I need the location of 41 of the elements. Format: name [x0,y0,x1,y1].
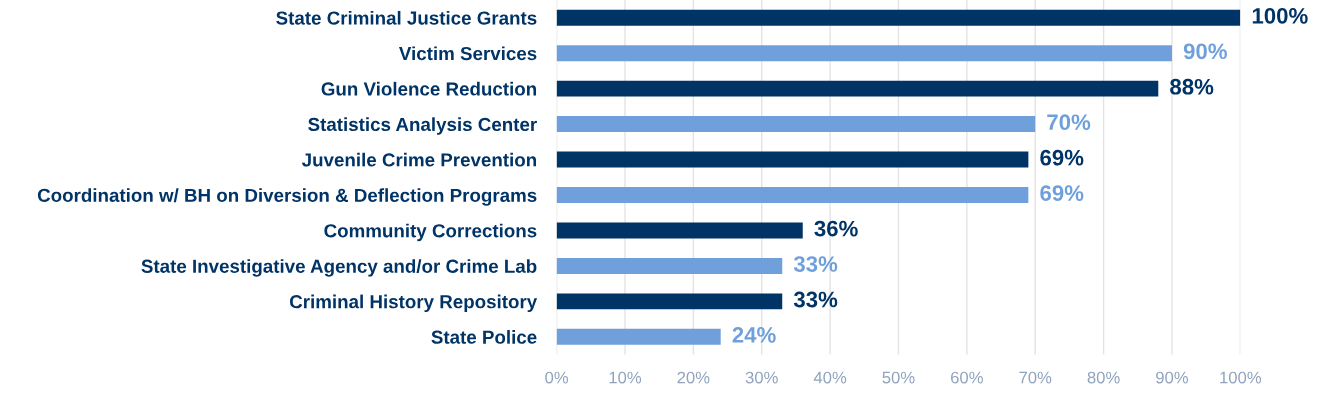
x-tick-label: 40% [813,371,847,384]
bar [556,151,1029,168]
data-label: 70% [1047,114,1091,131]
data-label: 88% [1170,78,1214,95]
data-label: 100% [1252,7,1308,24]
bar [556,222,803,239]
data-label: 33% [793,256,838,272]
data-label: 33% [793,291,838,308]
y-tick-label: Statistics Analysis Center [308,117,537,135]
y-tick-label: State Criminal Justice Grants [276,10,537,25]
bar [556,45,1172,62]
x-tick-label: 90% [1156,371,1189,384]
data-label: 24% [732,327,776,343]
bar [556,328,721,345]
x-tick-label: 0% [545,371,569,384]
x-tick-label: 30% [745,371,778,384]
y-tick-label: State Police [431,330,537,344]
x-tick-label: 100% [1220,371,1262,384]
y-tick-label: Juvenile Crime Prevention [301,152,537,167]
data-label: 36% [814,220,858,237]
data-label: 90% [1183,43,1227,60]
y-tick-label: State Investigative Agency and/or Crime Lab [141,259,537,277]
bar [556,116,1036,133]
y-tick-label: Coordination w/ BH on Diversion & Deflection Programs [37,188,537,206]
y-tick-label: Community Corrections [324,223,537,242]
x-tick-label: 10% [609,371,642,384]
y-tick-label: Gun Violence Reduction [321,81,537,96]
y-tick-label: Victim Services [399,46,537,61]
x-tick-label: 60% [951,371,983,384]
x-tick-label: 80% [1087,371,1120,384]
data-label: 69% [1040,185,1084,201]
data-label: 69% [1040,149,1084,166]
bar [556,9,1241,26]
x-tick-label: 50% [882,371,915,384]
bar [556,293,783,310]
x-tick-label: 70% [1019,371,1052,384]
y-tick-label: Criminal History Repository [289,294,538,313]
bar [556,257,783,274]
x-tick-label: 20% [677,371,710,384]
bar [556,187,1029,203]
bar [556,80,1159,97]
